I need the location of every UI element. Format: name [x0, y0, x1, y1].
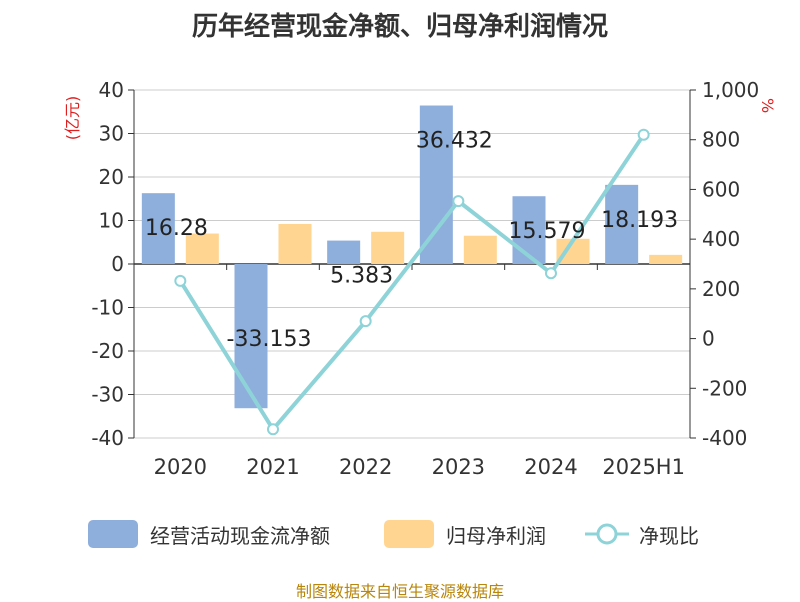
point-ratio [637, 128, 650, 141]
legend-label-cashflow: 经营活动现金流净额 [150, 523, 330, 548]
legend: 经营活动现金流净额 归母净利润 净现比 [0, 514, 800, 554]
y-right-tick-label: 0 [702, 327, 715, 351]
y-left-tick-label: 40 [99, 78, 124, 102]
x-tick-label: 2021 [246, 455, 299, 479]
point-ratio [545, 267, 557, 280]
bar-cashflow [234, 264, 268, 409]
bar-profit [463, 235, 497, 264]
line-ratio [178, 133, 646, 432]
x-tick-label: 2022 [339, 455, 392, 479]
bar-cashflow [141, 193, 175, 264]
y-right-tick-label: -400 [702, 426, 747, 450]
data-label-cashflow: 5.383 [330, 264, 393, 289]
y-left-tick-label: 0 [111, 252, 124, 276]
data-label-cashflow: 18.193 [601, 208, 678, 233]
data-label-cashflow: 16.28 [145, 216, 208, 241]
bar-profit [185, 233, 219, 264]
legend-swatch-profit [384, 520, 434, 548]
data-label-cashflow: -33.153 [227, 327, 312, 352]
bar-profit [649, 254, 683, 264]
legend-label-profit: 归母净利润 [446, 523, 546, 548]
point-ratio [452, 195, 465, 208]
bar-profit [371, 231, 405, 264]
legend-line-ratio-icon [585, 523, 629, 545]
legend-swatch-cashflow [88, 520, 138, 548]
y-left-tick-label: -10 [91, 296, 124, 320]
x-tick-label: 2023 [432, 455, 485, 479]
y-left-axis-label: (亿元) [63, 96, 82, 141]
bar-profit [278, 223, 312, 264]
bar-cashflow [327, 240, 361, 264]
y-right-tick-label: -200 [702, 376, 747, 400]
y-right-tick-label: 400 [702, 227, 740, 251]
y-right-tick-label: 200 [702, 277, 740, 301]
legend-item-cashflow[interactable]: 经营活动现金流净额 [88, 514, 330, 554]
data-label-cashflow: 36.432 [416, 129, 493, 154]
y-right-tick-label: 800 [702, 128, 740, 152]
y-right-tick-label: 600 [702, 177, 740, 201]
y-left-tick-label: 20 [99, 165, 124, 189]
y-right-tick-label: 1,000 [702, 78, 759, 102]
bar-cashflow [512, 196, 546, 264]
y-left-tick-label: -30 [91, 383, 124, 407]
point-ratio [174, 274, 187, 287]
y-right-axis-label: % [758, 98, 777, 113]
y-left-tick-label: -40 [91, 426, 124, 450]
y-left-tick-label: -20 [91, 339, 124, 363]
data-label-cashflow: 15.579 [509, 219, 586, 244]
bar-cashflow [419, 105, 453, 264]
bar-cashflow [605, 184, 639, 264]
legend-item-ratio[interactable]: 净现比 [585, 514, 699, 554]
source-note: 制图数据来自恒生聚源数据库 [295, 582, 504, 601]
legend-label-ratio: 净现比 [639, 523, 699, 548]
chart-title: 历年经营现金净额、归母净利润情况 [191, 12, 608, 42]
x-tick-label: 2024 [524, 455, 577, 479]
x-tick-label: 2025H1 [602, 455, 685, 479]
y-left-tick-label: 30 [99, 122, 124, 146]
y-left-tick-label: 10 [99, 209, 124, 233]
x-tick-label: 2020 [154, 455, 207, 479]
point-ratio [267, 423, 279, 436]
legend-item-profit[interactable]: 归母净利润 [384, 514, 546, 554]
point-ratio [359, 315, 372, 328]
